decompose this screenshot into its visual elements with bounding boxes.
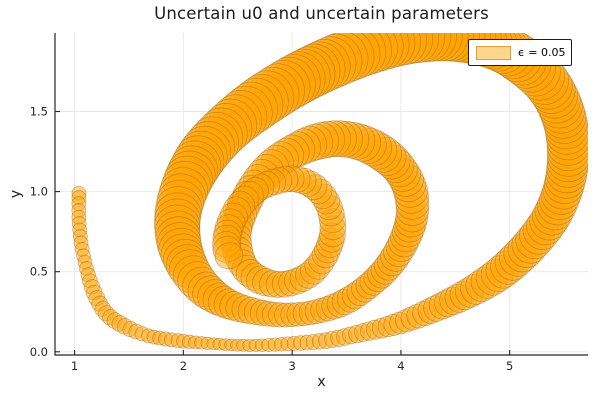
gridlines bbox=[55, 33, 588, 355]
x-tick-label: 4 bbox=[397, 359, 404, 373]
legend-entry-label: ϵ = 0.05 bbox=[518, 46, 566, 59]
x-tick-label: 5 bbox=[506, 359, 513, 373]
y-tick-label: 0.5 bbox=[30, 265, 48, 279]
x-tick-label: 2 bbox=[180, 359, 187, 373]
y-tick-label: 1.0 bbox=[30, 185, 48, 199]
x-tick-label: 3 bbox=[288, 359, 295, 373]
legend-swatch bbox=[476, 45, 511, 60]
axes bbox=[54, 33, 588, 356]
x-tick-label: 1 bbox=[71, 359, 78, 373]
legend: ϵ = 0.05 bbox=[468, 39, 572, 66]
y-tick-label: 1.5 bbox=[30, 104, 48, 118]
y-axis-label: y bbox=[8, 189, 24, 199]
chart-title: Uncertain u0 and uncertain parameters bbox=[154, 4, 489, 23]
tick-labels: 1 2 3 4 5 0.0 0.5 1.0 1.5 bbox=[30, 104, 514, 373]
x-axis-label: x bbox=[317, 374, 326, 390]
y-tick-label: 0.0 bbox=[30, 345, 48, 359]
